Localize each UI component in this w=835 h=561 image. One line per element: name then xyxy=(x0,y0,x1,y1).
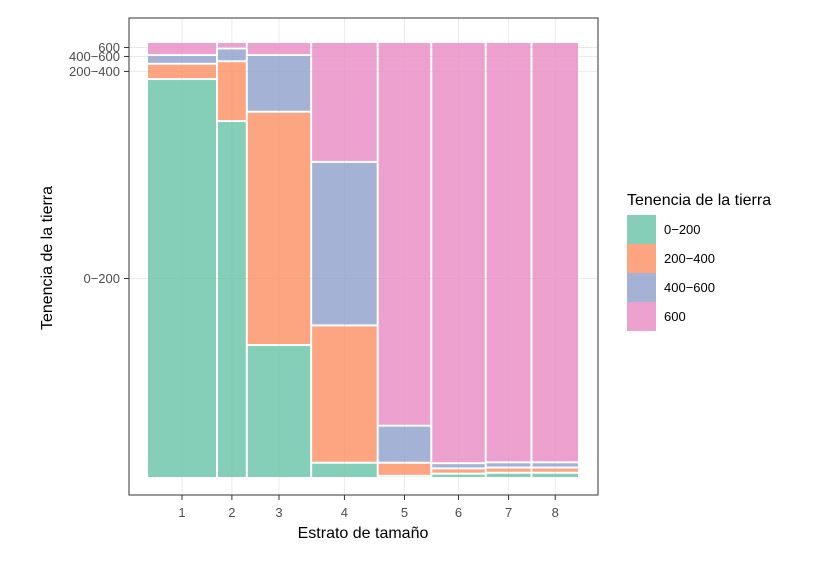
tile-6-400-600 xyxy=(432,464,484,467)
tile-6-600 xyxy=(432,43,484,462)
tile-4-400-600 xyxy=(312,163,377,325)
x-tick-label: 3 xyxy=(275,505,282,520)
tile-4-0-200 xyxy=(312,464,377,477)
y-tick-label: 600 xyxy=(98,40,120,55)
legend-key-200-400 xyxy=(627,244,656,273)
y-axis-title: Tenencia de la tierra xyxy=(39,186,56,330)
y-tick-label: 200−400 xyxy=(69,64,120,79)
tile-4-200-400 xyxy=(312,326,377,461)
legend-key-400-600 xyxy=(627,273,656,302)
legend-key-600 xyxy=(627,302,656,331)
legend-label: 600 xyxy=(664,309,686,324)
tile-1-0-200 xyxy=(148,80,216,477)
mosaic-tiles xyxy=(148,43,578,477)
tile-8-400-600 xyxy=(532,463,578,466)
legend-label: 400−600 xyxy=(664,280,715,295)
x-tick-label: 5 xyxy=(401,505,408,520)
x-axis-title: Estrato de tamaño xyxy=(298,525,429,542)
x-axis-ticks: 1 2 3 4 5 6 7 8 xyxy=(178,495,558,520)
tile-8-600 xyxy=(532,43,578,461)
tile-7-400-600 xyxy=(487,463,531,466)
legend-title: Tenencia de la tierra xyxy=(627,192,771,209)
tile-2-200-400 xyxy=(218,62,246,120)
tile-7-0-200 xyxy=(487,474,531,477)
tile-6-200-400 xyxy=(432,469,484,472)
y-tick-label: 0−200 xyxy=(83,271,120,286)
tile-2-600 xyxy=(218,43,246,47)
tile-2-400-600 xyxy=(218,49,246,60)
legend-label: 0−200 xyxy=(664,222,701,237)
tile-3-200-400 xyxy=(248,113,310,344)
tile-5-200-400 xyxy=(379,464,431,475)
tile-5-400-600 xyxy=(379,427,431,462)
x-tick-label: 6 xyxy=(455,505,462,520)
tile-1-200-400 xyxy=(148,65,216,78)
legend-key-0-200 xyxy=(627,215,656,244)
tile-2-0-200 xyxy=(218,122,246,477)
tile-6-0-200 xyxy=(432,475,484,477)
tile-7-200-400 xyxy=(487,469,531,472)
tile-8-200-400 xyxy=(532,469,578,472)
x-tick-label: 8 xyxy=(552,505,559,520)
tile-7-600 xyxy=(487,43,531,461)
x-tick-label: 4 xyxy=(341,505,348,520)
x-tick-label: 1 xyxy=(178,505,185,520)
tile-4-600 xyxy=(312,43,377,161)
tile-1-400-600 xyxy=(148,56,216,63)
tile-1-600 xyxy=(148,43,216,54)
legend-label: 200−400 xyxy=(664,251,715,266)
x-tick-label: 7 xyxy=(505,505,512,520)
tile-3-600 xyxy=(248,43,310,54)
tile-5-600 xyxy=(379,43,431,425)
tile-3-0-200 xyxy=(248,346,310,477)
tile-8-0-200 xyxy=(532,474,578,477)
tile-3-400-600 xyxy=(248,56,310,111)
legend: Tenencia de la tierra 0−200 200−400 400−60… xyxy=(627,192,771,331)
x-tick-label: 2 xyxy=(228,505,235,520)
